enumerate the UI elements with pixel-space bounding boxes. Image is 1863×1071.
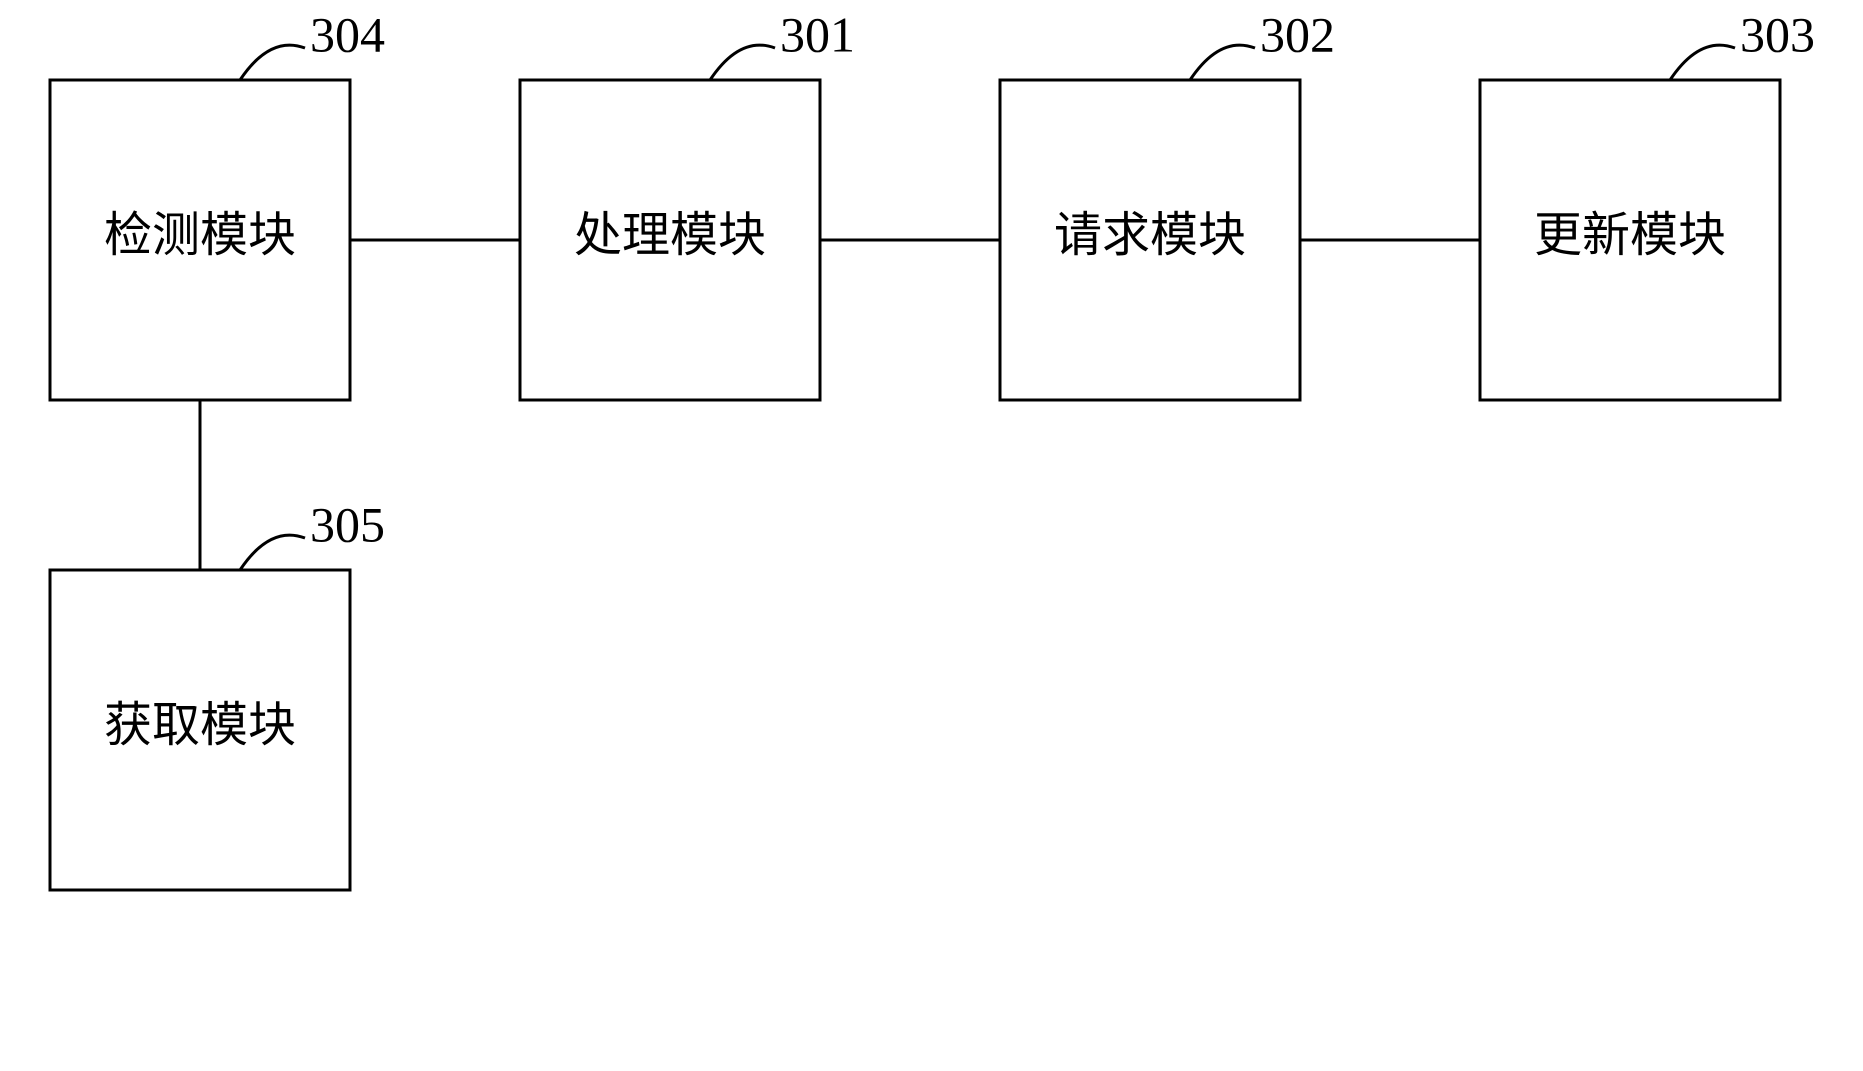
reference-number: 304 [310,6,385,62]
module-label: 获取模块 [104,699,296,752]
module-label: 检测模块 [104,209,296,262]
module-label: 请求模块 [1054,209,1246,262]
reference-number: 302 [1260,6,1335,62]
reference-number: 301 [780,6,855,62]
module-label: 处理模块 [574,209,766,262]
block-diagram: 检测模块 304 处理模块 301 请求模块 302 更新模块 303 获取模块 305 [0,0,1863,1071]
module-label: 更新模块 [1534,209,1726,262]
reference-number: 305 [310,496,385,552]
reference-number: 303 [1740,6,1815,62]
